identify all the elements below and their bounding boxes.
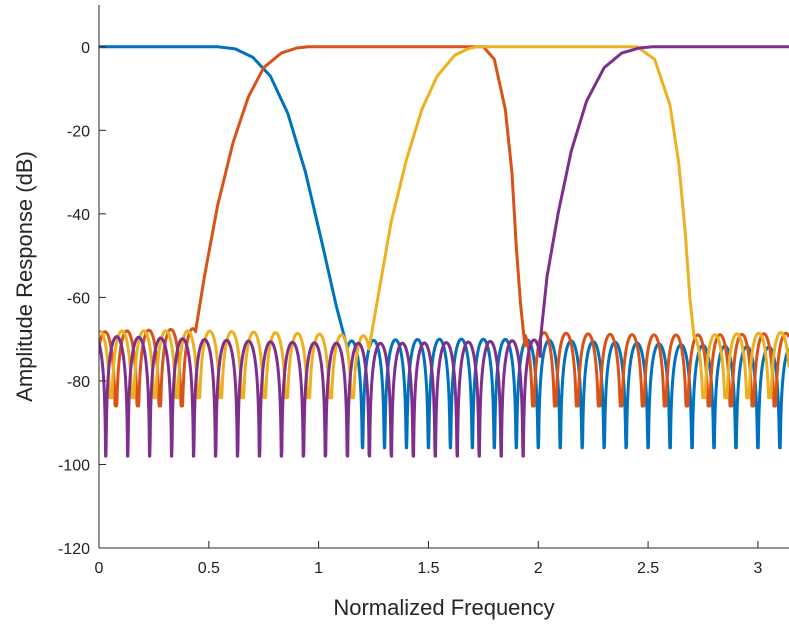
- series-line-4: [99, 45, 789, 458]
- y-tick-label: -60: [67, 290, 90, 307]
- y-tick-label: -80: [67, 374, 90, 391]
- y-tick-label: -100: [58, 457, 90, 474]
- y-tick-label: 0: [81, 40, 90, 57]
- y-tick-label: -20: [67, 123, 90, 140]
- x-tick-label: 0.5: [198, 560, 220, 577]
- series-line-2: [99, 45, 789, 408]
- series-line-3: [99, 45, 789, 400]
- x-tick-label: 1: [314, 560, 323, 577]
- x-tick-label: 0: [95, 560, 104, 577]
- y-tick-label: -120: [58, 541, 90, 558]
- axes: [98, 5, 789, 549]
- series-layer: [99, 45, 789, 458]
- x-tick-label: 1.5: [417, 560, 439, 577]
- x-tick-label: 2: [534, 560, 543, 577]
- ticks: 0 0.5 1 1.5 2 2.5 3 -120 -100 -80 -60 -40 -20 0: [58, 40, 762, 577]
- y-tick-label: -40: [67, 207, 90, 224]
- x-tick-label: 3: [753, 560, 762, 577]
- x-axis-label: Normalized Frequency: [333, 595, 554, 620]
- y-axis-label: Amplitude Response (dB): [12, 151, 37, 402]
- x-tick-label: 2.5: [637, 560, 659, 577]
